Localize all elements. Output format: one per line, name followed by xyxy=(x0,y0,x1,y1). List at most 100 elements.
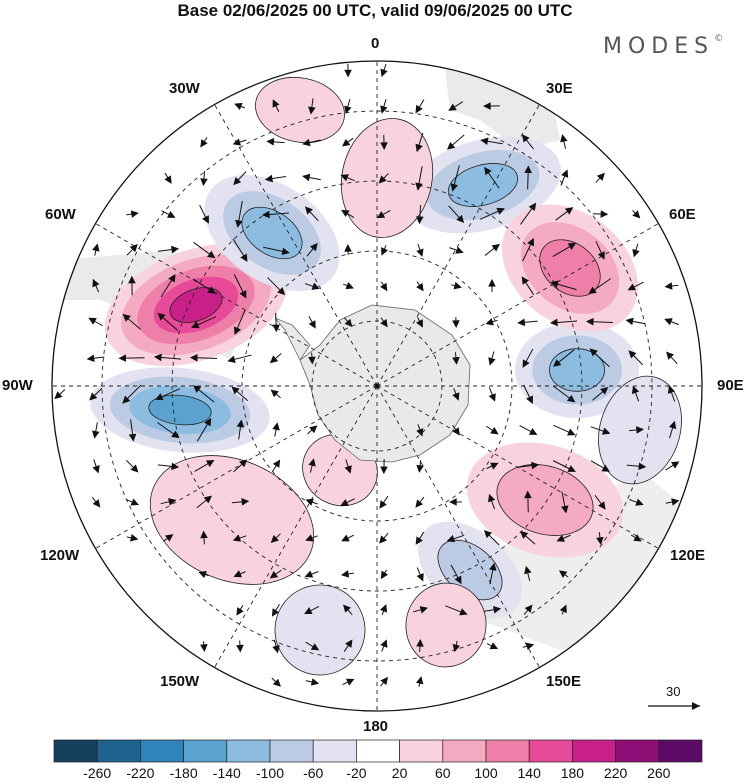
colorbar-swatch xyxy=(183,739,228,763)
wind-arrow-head xyxy=(522,359,530,368)
wind-arrow-head xyxy=(416,319,423,328)
wind-arrow-head xyxy=(625,317,634,326)
wind-arrow-head xyxy=(304,206,313,215)
wind-arrow-head xyxy=(598,501,606,510)
wind-arrow-head xyxy=(302,138,311,147)
anomaly-contour xyxy=(447,163,519,207)
wind-arrow-head xyxy=(452,643,460,653)
wind-arrow-head xyxy=(202,215,209,224)
wind-arrow-head xyxy=(200,530,208,539)
wind-arrow-head xyxy=(269,355,279,364)
meridian-line xyxy=(376,99,543,387)
wind-arrow-head xyxy=(207,286,216,294)
wind-arrow-head xyxy=(308,356,316,365)
wind-arrow-head xyxy=(378,175,387,184)
wind-arrow-head xyxy=(452,356,460,365)
label-lon-0: 0 xyxy=(371,35,380,52)
wind-vectors xyxy=(54,63,680,687)
wind-arrow-head xyxy=(340,499,349,506)
colorbar-label: -20 xyxy=(346,765,366,781)
wind-arrow-head xyxy=(416,572,424,582)
wind-arrow-head xyxy=(281,247,290,256)
wind-arrow-head xyxy=(344,465,352,474)
wind-arrow-head xyxy=(597,251,605,260)
wind-arrow-head xyxy=(171,245,180,254)
wind-arrow-head xyxy=(166,210,176,218)
wind-arrow-head xyxy=(272,645,280,654)
wind-arrow-head xyxy=(379,500,387,509)
wind-arrow-head xyxy=(269,570,279,579)
wind-arrow-head xyxy=(380,466,388,475)
wind-arrow-head xyxy=(92,465,100,474)
wind-arrow-head xyxy=(310,643,320,651)
reference-vector-label: 30 xyxy=(666,684,681,699)
wind-arrow-head xyxy=(670,461,680,469)
wind-arrow-head xyxy=(416,282,424,292)
anomaly-contour xyxy=(274,584,366,676)
wind-arrow-head xyxy=(558,570,568,578)
wind-arrow-head xyxy=(380,570,389,580)
wind-arrow-head xyxy=(564,207,574,215)
wind-arrow-head xyxy=(264,174,273,183)
colorbar-swatch xyxy=(399,739,444,763)
wind-arrow-head xyxy=(130,498,139,506)
wind-arrow-head xyxy=(266,138,275,146)
label-lon-120w: 120W xyxy=(40,547,80,564)
meridian-line xyxy=(90,385,378,552)
colorbar-label: -140 xyxy=(213,765,241,781)
wind-arrow-head xyxy=(239,459,248,468)
wind-arrow-head xyxy=(272,678,281,687)
anomaly-contour xyxy=(169,287,223,323)
wind-arrow-head xyxy=(517,318,526,327)
wind-arrow-head xyxy=(200,644,208,652)
wind-arrow-head xyxy=(525,642,535,651)
meridian-line xyxy=(376,385,543,673)
wind-arrow-head xyxy=(88,317,97,325)
wind-arrow-head xyxy=(520,530,529,539)
wind-arrow-head xyxy=(128,275,136,284)
wind-arrow-head xyxy=(415,182,423,191)
wind-arrow-head xyxy=(54,391,63,400)
colorbar-label: 260 xyxy=(647,765,671,781)
wind-arrow-head xyxy=(240,253,248,262)
wind-arrow-head xyxy=(235,219,243,228)
wind-arrow-head xyxy=(344,105,352,114)
wind-arrow-head xyxy=(86,354,95,363)
label-lon-90w: 90W xyxy=(2,377,33,394)
wind-arrow-head xyxy=(549,318,558,327)
meridian-line xyxy=(376,385,664,552)
wind-arrow-head xyxy=(484,166,492,176)
wind-arrow-head xyxy=(272,99,280,108)
wind-arrow-head xyxy=(236,607,244,616)
wind-arrow-head xyxy=(171,462,180,471)
wind-arrow-head xyxy=(345,282,354,290)
wind-arrow-head xyxy=(490,462,499,470)
colorbar-label: 100 xyxy=(474,765,498,781)
wind-arrow-head xyxy=(92,430,100,439)
label-lon-60w: 60W xyxy=(45,206,76,223)
wind-arrow-head xyxy=(168,498,177,506)
wind-arrow-head xyxy=(521,276,530,285)
wind-arrow-head xyxy=(380,142,388,151)
label-lon-150e: 150E xyxy=(546,673,582,690)
south-pole-marker xyxy=(374,383,380,389)
wind-arrow-head xyxy=(415,143,423,153)
wind-arrow-head xyxy=(157,312,166,321)
wind-arrow-head xyxy=(308,320,316,329)
colorbar-swatch xyxy=(53,739,98,763)
colorbar-swatch xyxy=(356,739,400,763)
wind-arrow-head xyxy=(550,280,559,288)
wind-arrow-head xyxy=(380,676,389,686)
wind-arrow-head xyxy=(233,177,242,186)
wind-arrow-head xyxy=(340,174,349,182)
colorbar-swatch xyxy=(615,739,660,763)
wind-arrow-head xyxy=(309,425,318,434)
wind-arrow-head xyxy=(191,321,200,329)
wind-arrow-head xyxy=(588,286,597,295)
wind-arrow-head xyxy=(566,394,576,403)
wind-arrow-head xyxy=(450,183,459,192)
wind-arrow-head xyxy=(344,244,352,252)
wind-arrow-head xyxy=(379,535,387,544)
wind-arrow-head xyxy=(227,355,236,364)
